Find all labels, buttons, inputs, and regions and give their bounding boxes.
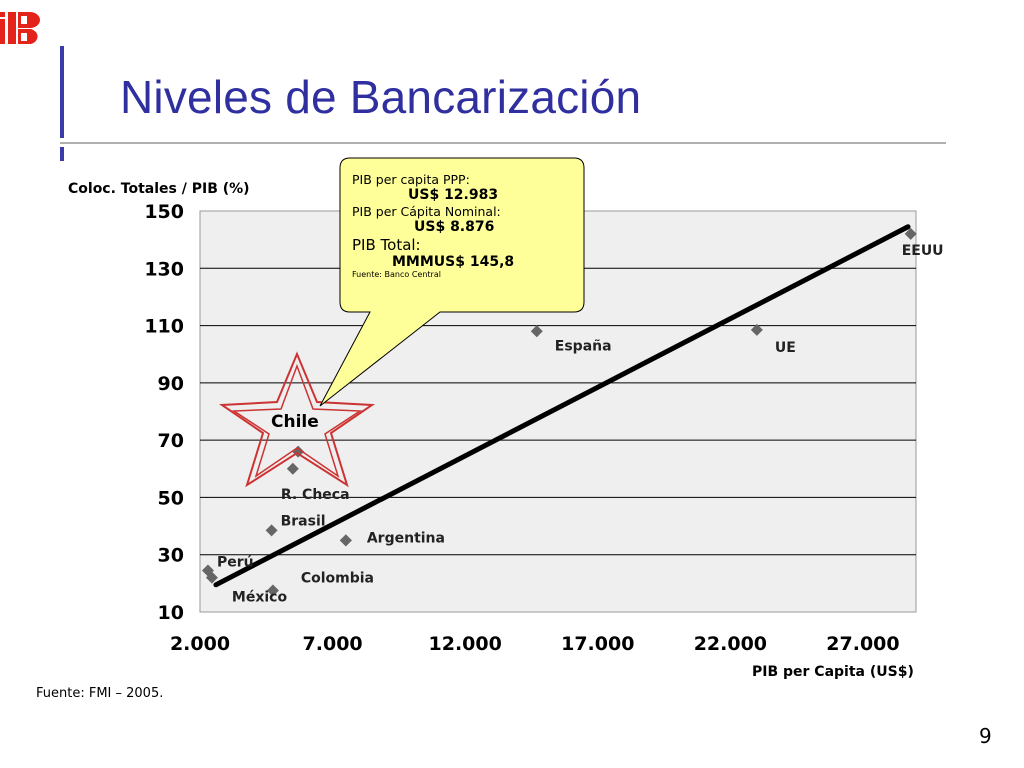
callout-nominal-value: US$ 8.876 [414, 218, 495, 235]
callout-total-value: MMMUS$ 145,8 [392, 253, 515, 270]
point-label: EEUU [902, 243, 944, 259]
data-point [265, 524, 278, 537]
x-tick-label: 7.000 [303, 633, 363, 655]
data-point [266, 584, 279, 597]
point-label: R. Checa [281, 487, 350, 503]
y-tick-label: 50 [158, 487, 184, 509]
y-tick-label: 90 [158, 373, 184, 395]
point-label: Argentina [367, 530, 445, 546]
x-tick-label: 27.000 [826, 633, 899, 655]
y-tick-label: 10 [158, 602, 184, 624]
accent-bar-bottom [60, 147, 64, 161]
callout-ppp-label: PIB per capita PPP: [352, 172, 470, 187]
source-note: Fuente: FMI – 2005. [36, 686, 164, 701]
x-tick-label: 2.000 [170, 633, 230, 655]
y-tick-label: 30 [158, 545, 184, 567]
data-point [530, 325, 543, 338]
x-tick-label: 12.000 [429, 633, 502, 655]
title-divider [60, 142, 946, 144]
x-tick-label: 17.000 [561, 633, 634, 655]
point-label: México [232, 590, 288, 606]
point-label: UE [775, 340, 796, 356]
y-tick-label: 150 [144, 201, 184, 223]
page-number: 9 [979, 724, 992, 748]
data-point [286, 462, 299, 475]
y-axis-title: Coloc. Totales / PIB (%) [68, 181, 250, 197]
y-tick-label: 70 [158, 430, 184, 452]
callout-ppp-value: US$ 12.983 [408, 187, 499, 203]
data-point [904, 227, 917, 240]
page-title: Niveles de Bancarización [120, 71, 642, 123]
accent-bar-top [60, 46, 64, 138]
highlight-label: Chile [271, 412, 319, 432]
highlight-star-inner [231, 363, 363, 478]
point-label: Brasil [281, 513, 326, 529]
callout-nominal-label: PIB per Cápita Nominal: [352, 203, 501, 219]
point-label: Perú [217, 554, 254, 570]
x-axis-title: PIB per Capita (US$) [752, 664, 914, 680]
bank-logo-icon [0, 10, 42, 46]
callout-bubble [319, 157, 585, 407]
y-tick-label: 130 [144, 258, 184, 280]
data-point [750, 323, 763, 336]
callout-text: PIB per capita PPP: US$ 12.983 PIB per C… [352, 172, 578, 280]
point-label: España [555, 338, 612, 354]
point-label: Colombia [301, 570, 374, 586]
trend-line [213, 224, 911, 588]
highlight-star-outer [218, 351, 376, 488]
y-tick-label: 110 [144, 316, 184, 338]
data-point [205, 571, 218, 584]
callout-total-label: PIB Total: [352, 235, 421, 254]
data-point [339, 534, 352, 547]
callout-source: Fuente: Banco Central [352, 270, 441, 280]
x-tick-label: 22.000 [694, 633, 767, 655]
